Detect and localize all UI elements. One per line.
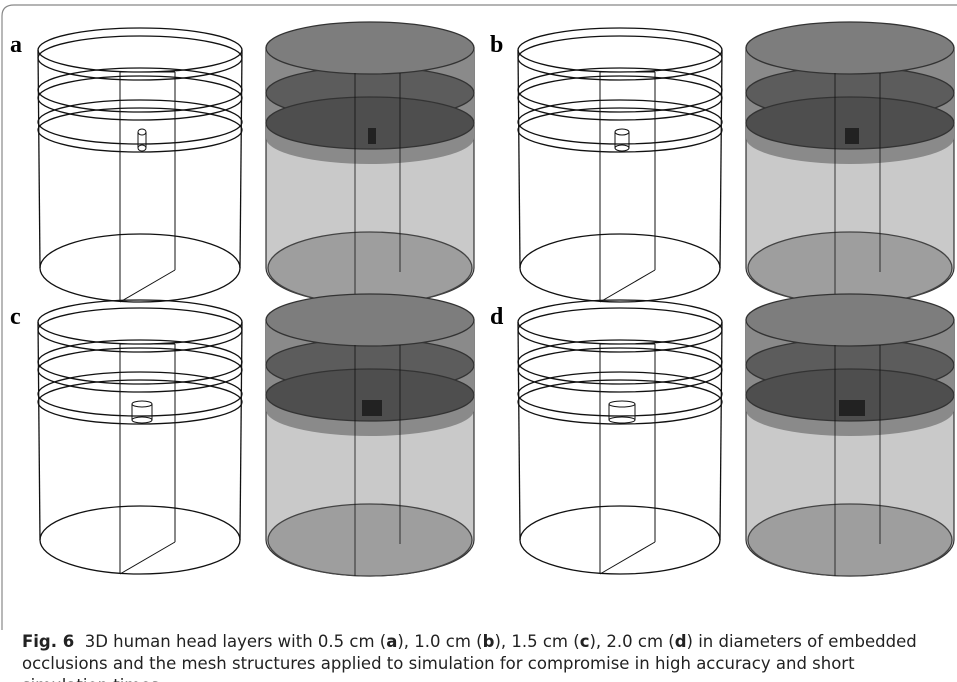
ring xyxy=(519,505,721,575)
mesh-bottom xyxy=(267,231,473,305)
caption-text: ), 1.0 cm ( xyxy=(397,632,483,651)
occlusion xyxy=(608,416,636,424)
ring xyxy=(37,75,243,121)
mesh-layer xyxy=(745,96,955,150)
mesh-occlusion xyxy=(368,128,376,144)
ring xyxy=(37,35,243,81)
mesh-occlusion xyxy=(839,400,865,416)
mesh-bottom xyxy=(747,503,953,577)
edge xyxy=(599,541,656,575)
ring xyxy=(39,505,241,575)
panel-label: b xyxy=(490,32,503,58)
ring xyxy=(519,233,721,303)
ring xyxy=(39,233,241,303)
edge xyxy=(239,49,243,269)
ring xyxy=(517,67,723,113)
ring xyxy=(37,371,243,417)
ring xyxy=(37,339,243,385)
mesh-layer xyxy=(745,368,955,422)
caption-text: 3D human head layers with 0.5 cm ( xyxy=(84,632,387,651)
caption-text: c xyxy=(579,632,590,651)
edge xyxy=(517,321,521,541)
frame xyxy=(1,4,957,630)
edge xyxy=(119,541,176,575)
mesh-top xyxy=(745,293,955,347)
edge xyxy=(37,321,41,541)
drawings xyxy=(37,21,955,577)
ring xyxy=(517,379,723,425)
figure: a b c d xyxy=(1,4,957,630)
occlusion xyxy=(614,128,630,136)
caption: Fig. 6 3D human head layers with 0.5 cm … xyxy=(22,631,942,682)
panel-label: d xyxy=(490,304,504,330)
ring xyxy=(517,299,723,345)
occlusion xyxy=(131,416,153,424)
edge xyxy=(599,269,656,303)
ring xyxy=(517,75,723,121)
edge xyxy=(119,269,176,303)
caption-label: Fig. 6 xyxy=(22,632,75,651)
ring xyxy=(517,307,723,353)
ring xyxy=(517,99,723,145)
occlusion xyxy=(614,144,630,152)
panel-label: c xyxy=(10,304,21,330)
occlusion xyxy=(137,128,147,136)
occlusion xyxy=(608,400,636,408)
ring xyxy=(517,371,723,417)
ring xyxy=(37,379,243,425)
mesh-occlusion xyxy=(845,128,859,144)
ring xyxy=(37,307,243,353)
ring xyxy=(37,299,243,345)
caption-text: b xyxy=(482,632,495,651)
mesh-occlusion xyxy=(362,400,382,416)
ring xyxy=(37,107,243,153)
mesh-bottom xyxy=(747,231,953,305)
caption-text: a xyxy=(386,632,398,651)
panel-label: a xyxy=(10,32,22,58)
caption-text: d xyxy=(674,632,687,651)
mesh-top xyxy=(265,21,475,75)
edge xyxy=(719,49,723,269)
edge xyxy=(239,321,243,541)
edge xyxy=(37,49,41,269)
ring xyxy=(37,99,243,145)
ring xyxy=(37,347,243,393)
ring xyxy=(517,347,723,393)
occlusion xyxy=(131,400,153,408)
mesh-top xyxy=(265,293,475,347)
caption-text: ), 2.0 cm ( xyxy=(589,632,675,651)
mesh-layer xyxy=(265,96,475,150)
ring xyxy=(37,67,243,113)
mesh-bottom xyxy=(267,503,473,577)
ring xyxy=(517,107,723,153)
ring xyxy=(517,27,723,73)
ring xyxy=(517,35,723,81)
caption-text: ), 1.5 cm ( xyxy=(494,632,580,651)
ring xyxy=(37,27,243,73)
ring xyxy=(517,339,723,385)
occlusion xyxy=(137,144,147,152)
edge xyxy=(719,321,723,541)
edge xyxy=(517,49,521,269)
mesh-layer xyxy=(265,368,475,422)
mesh-top xyxy=(745,21,955,75)
caption-text: ) in diameters of embedded occlusions an… xyxy=(22,632,917,682)
